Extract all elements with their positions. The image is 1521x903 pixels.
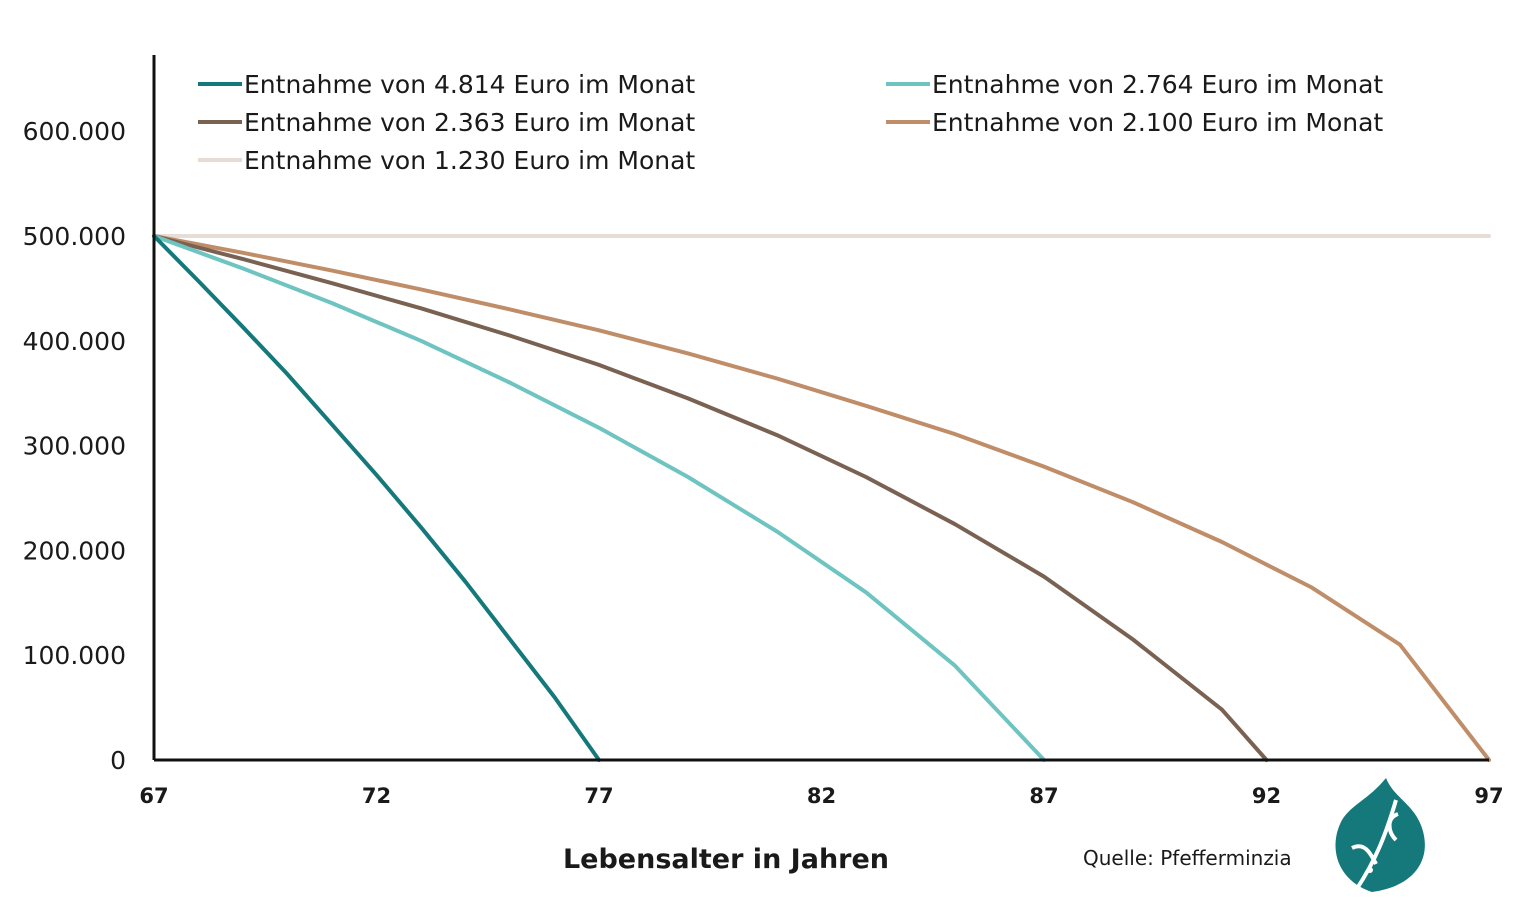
source-label: Quelle: Pfefferminzia [1083, 846, 1292, 870]
x-tick-label: 87 [1029, 784, 1058, 808]
legend-label: Entnahme von 2.764 Euro im Monat [932, 70, 1383, 99]
legend-label: Entnahme von 2.100 Euro im Monat [932, 108, 1383, 137]
y-tick-labels: 0 100.000 200.000 300.000 400.000 500.000 600.… [23, 117, 126, 775]
y-tick-label: 0 [110, 746, 126, 775]
x-tick-label: 97 [1474, 784, 1503, 808]
series-layer [152, 234, 1491, 762]
series-line-1 [152, 234, 601, 762]
x-tick-label: 72 [362, 784, 391, 808]
series-line-3 [152, 234, 1269, 762]
y-tick-label: 500.000 [23, 222, 126, 251]
x-tick-label: 67 [139, 784, 168, 808]
y-tick-label: 600.000 [23, 117, 126, 146]
y-tick-label: 200.000 [23, 536, 126, 565]
legend: Entnahme von 4.814 Euro im Monat Entnahme… [198, 70, 1383, 175]
x-tick-label: 92 [1252, 784, 1281, 808]
legend-label: Entnahme von 2.363 Euro im Monat [244, 108, 695, 137]
y-tick-label: 300.000 [23, 432, 126, 461]
series-line-2 [152, 234, 1046, 762]
leaf-logo-icon [1335, 778, 1425, 892]
y-tick-label: 400.000 [23, 327, 126, 356]
axes-layer [152, 55, 1489, 762]
legend-label: Entnahme von 1.230 Euro im Monat [244, 146, 695, 175]
x-tick-label: 77 [584, 784, 613, 808]
series-line-4 [152, 234, 1491, 762]
x-tick-label: 82 [807, 784, 836, 808]
x-axis-label: Lebensalter in Jahren [563, 844, 889, 875]
y-tick-label: 100.000 [23, 641, 126, 670]
legend-label: Entnahme von 4.814 Euro im Monat [244, 70, 695, 99]
x-tick-labels: 67 72 77 82 87 92 97 [139, 784, 1503, 808]
